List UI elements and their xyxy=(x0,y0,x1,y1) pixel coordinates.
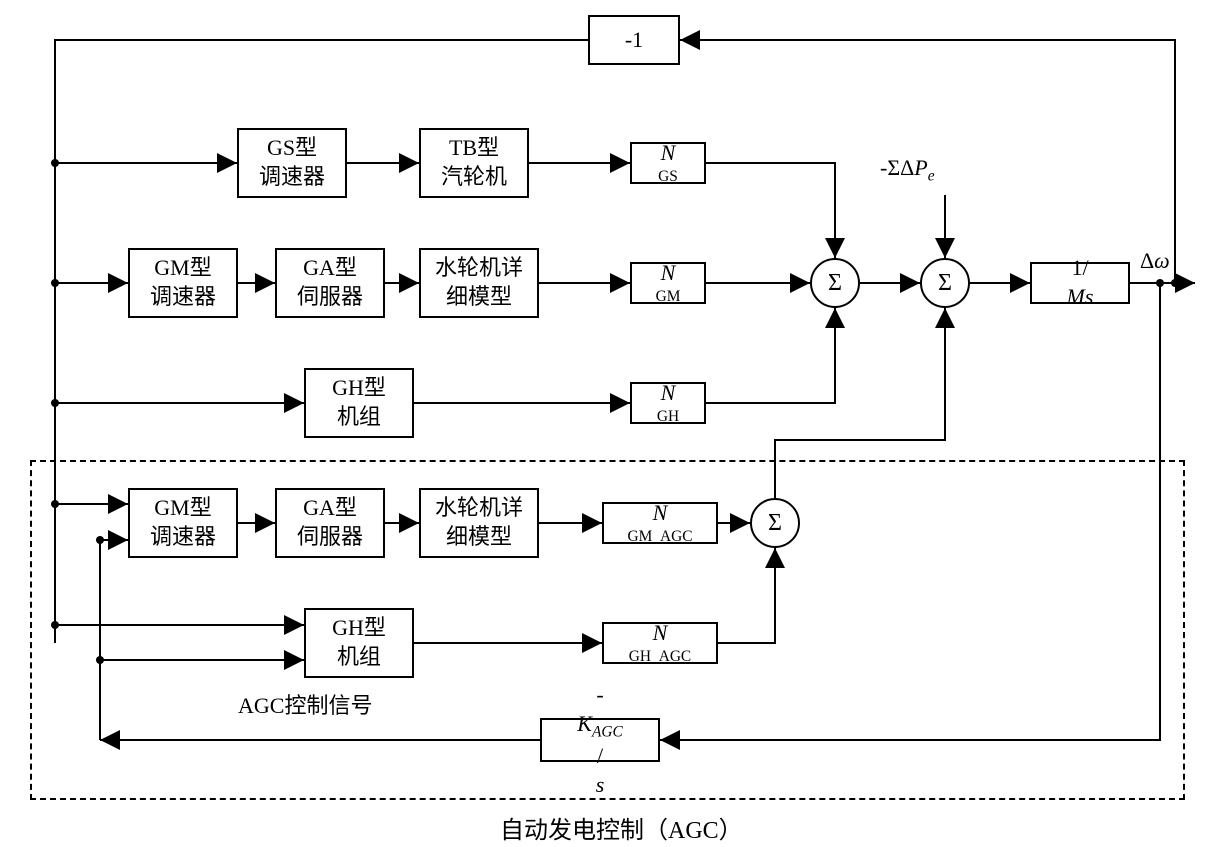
ga-servo-1-l2: 伺服器 xyxy=(297,283,363,312)
sigma-pe-label: -ΣΔPe xyxy=(880,155,935,185)
delta-omega-label: Δω xyxy=(1140,248,1170,274)
n-gh: NGH xyxy=(630,382,706,424)
n-gm-agc: NGM_AGC xyxy=(602,502,718,544)
summer-3-label: Σ xyxy=(768,510,782,537)
ga-servo-2: GA型 伺服器 xyxy=(275,488,385,558)
ga-servo-1-l1: GA型 xyxy=(303,254,357,283)
kagc-block: -KAGC/s xyxy=(540,718,660,762)
gm-governor-1-l2: 调速器 xyxy=(150,283,216,312)
agc-signal-label: AGC控制信号 xyxy=(238,688,372,720)
gain-neg1: -1 xyxy=(588,15,680,65)
n-gm: NGM xyxy=(630,262,706,304)
summer-2-label: Σ xyxy=(938,270,952,297)
ga-servo-2-l2: 伺服器 xyxy=(297,523,363,552)
gh-unit-2-l1: GH型 xyxy=(332,614,386,643)
gm-governor-2-l2: 调速器 xyxy=(150,523,216,552)
ga-servo-1: GA型 伺服器 xyxy=(275,248,385,318)
gh-unit-2: GH型 机组 xyxy=(304,608,414,678)
summer-2: Σ xyxy=(920,258,970,308)
gs-governor-l2: 调速器 xyxy=(259,163,325,192)
diagram-container: -1 GS型 调速器 TB型 汽轮机 NGS GM型 调速器 GA型 伺服器 水… xyxy=(0,0,1222,847)
n-gh-agc: NGH_AGC xyxy=(602,622,718,664)
hydro-model-1: 水轮机详 细模型 xyxy=(419,248,539,318)
hydro-model-2: 水轮机详 细模型 xyxy=(419,488,539,558)
gs-governor: GS型 调速器 xyxy=(237,128,347,198)
gh-unit-1: GH型 机组 xyxy=(304,368,414,438)
gh-unit-1-l1: GH型 xyxy=(332,374,386,403)
tb-turbine: TB型 汽轮机 xyxy=(419,128,529,198)
agc-caption: 自动发电控制（AGC） xyxy=(500,810,743,845)
tb-turbine-l2: 汽轮机 xyxy=(441,163,507,192)
hydro-model-1-l2: 细模型 xyxy=(446,283,512,312)
summer-3: Σ xyxy=(750,498,800,548)
gm-governor-2: GM型 调速器 xyxy=(128,488,238,558)
inertia-block: 1/Ms xyxy=(1030,262,1130,304)
hydro-model-2-l1: 水轮机详 xyxy=(435,494,523,523)
gs-governor-l1: GS型 xyxy=(267,134,317,163)
summer-1: Σ xyxy=(810,258,860,308)
hydro-model-1-l1: 水轮机详 xyxy=(435,254,523,283)
gh-unit-2-l2: 机组 xyxy=(337,643,381,672)
gm-governor-1-l1: GM型 xyxy=(154,254,211,283)
hydro-model-2-l2: 细模型 xyxy=(446,523,512,552)
gh-unit-1-l2: 机组 xyxy=(337,403,381,432)
gain-neg1-label: -1 xyxy=(625,26,643,55)
gm-governor-2-l1: GM型 xyxy=(154,494,211,523)
tb-turbine-l1: TB型 xyxy=(449,134,499,163)
n-gs: NGS xyxy=(630,142,706,184)
ga-servo-2-l1: GA型 xyxy=(303,494,357,523)
summer-1-label: Σ xyxy=(828,270,842,297)
gm-governor-1: GM型 调速器 xyxy=(128,248,238,318)
